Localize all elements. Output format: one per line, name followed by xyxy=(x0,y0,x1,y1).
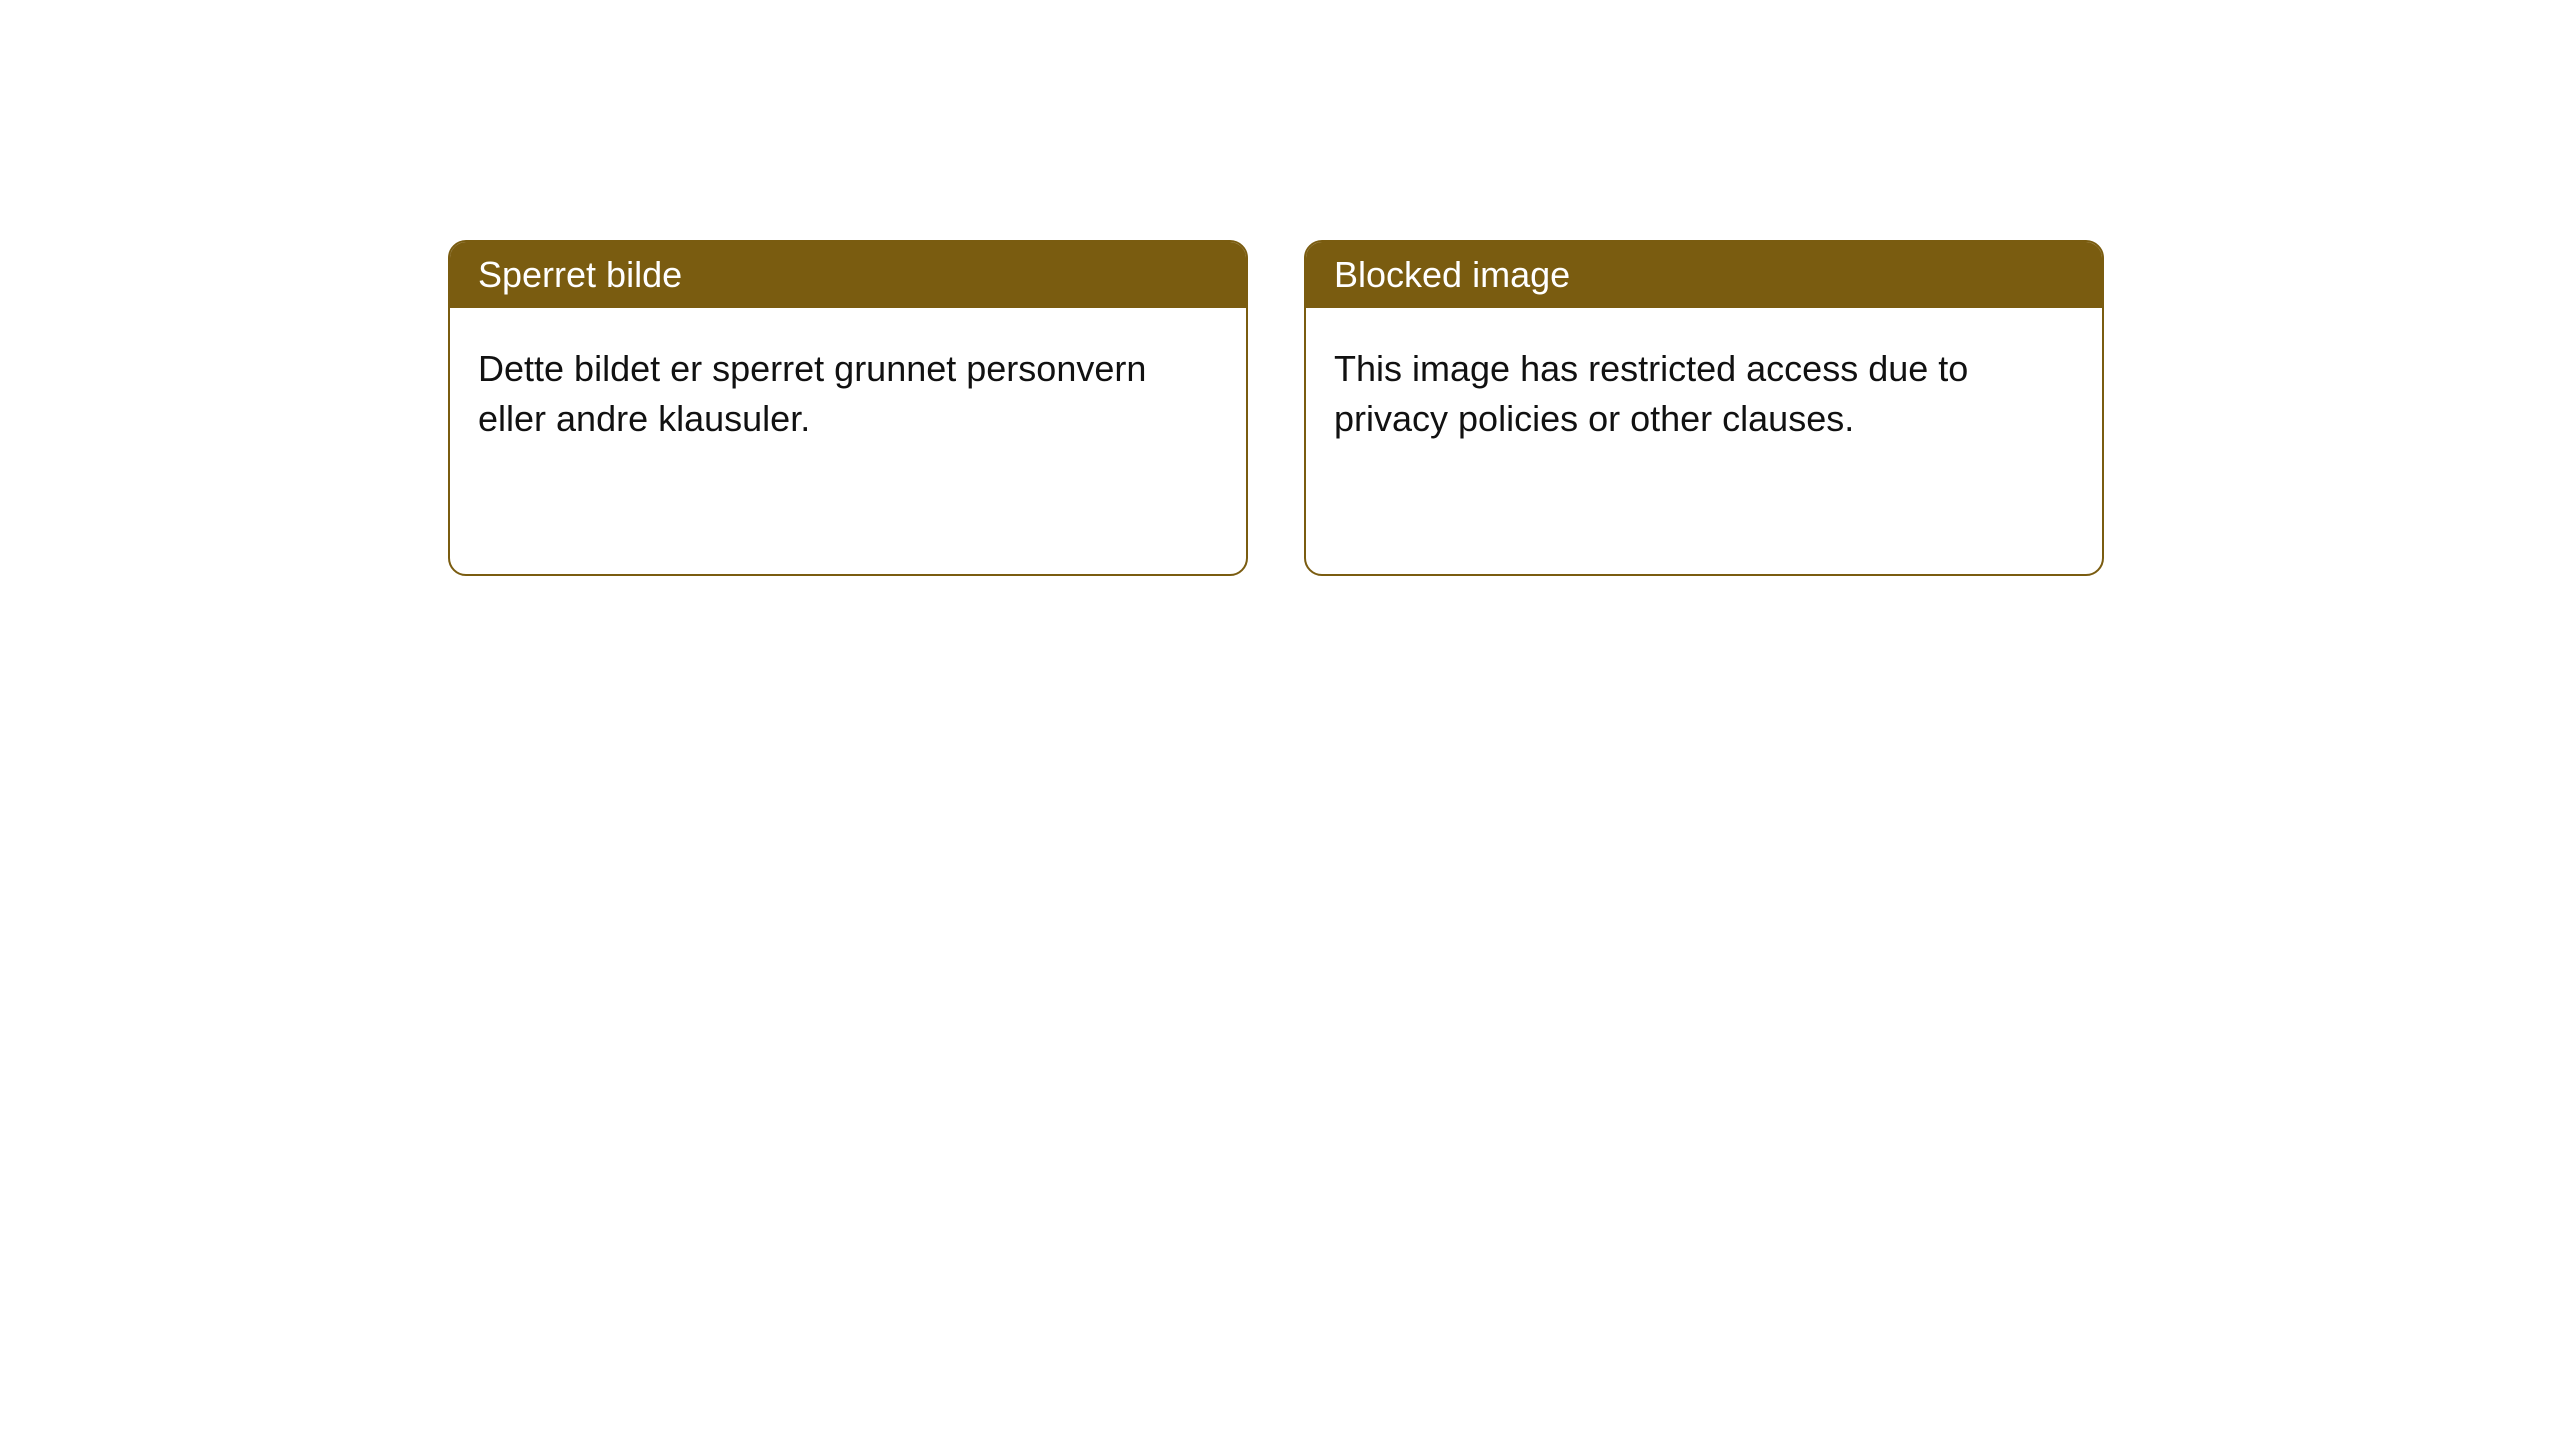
card-body: This image has restricted access due to … xyxy=(1306,308,2102,481)
card-body-text: This image has restricted access due to … xyxy=(1334,348,1968,439)
card-body-text: Dette bildet er sperret grunnet personve… xyxy=(478,348,1146,439)
card-sperret-bilde: Sperret bilde Dette bildet er sperret gr… xyxy=(448,240,1248,576)
card-header-text: Sperret bilde xyxy=(478,254,682,295)
card-blocked-image: Blocked image This image has restricted … xyxy=(1304,240,2104,576)
cards-container: Sperret bilde Dette bildet er sperret gr… xyxy=(448,240,2104,576)
card-header: Blocked image xyxy=(1306,242,2102,308)
card-body: Dette bildet er sperret grunnet personve… xyxy=(450,308,1246,481)
card-header-text: Blocked image xyxy=(1334,254,1570,295)
card-header: Sperret bilde xyxy=(450,242,1246,308)
